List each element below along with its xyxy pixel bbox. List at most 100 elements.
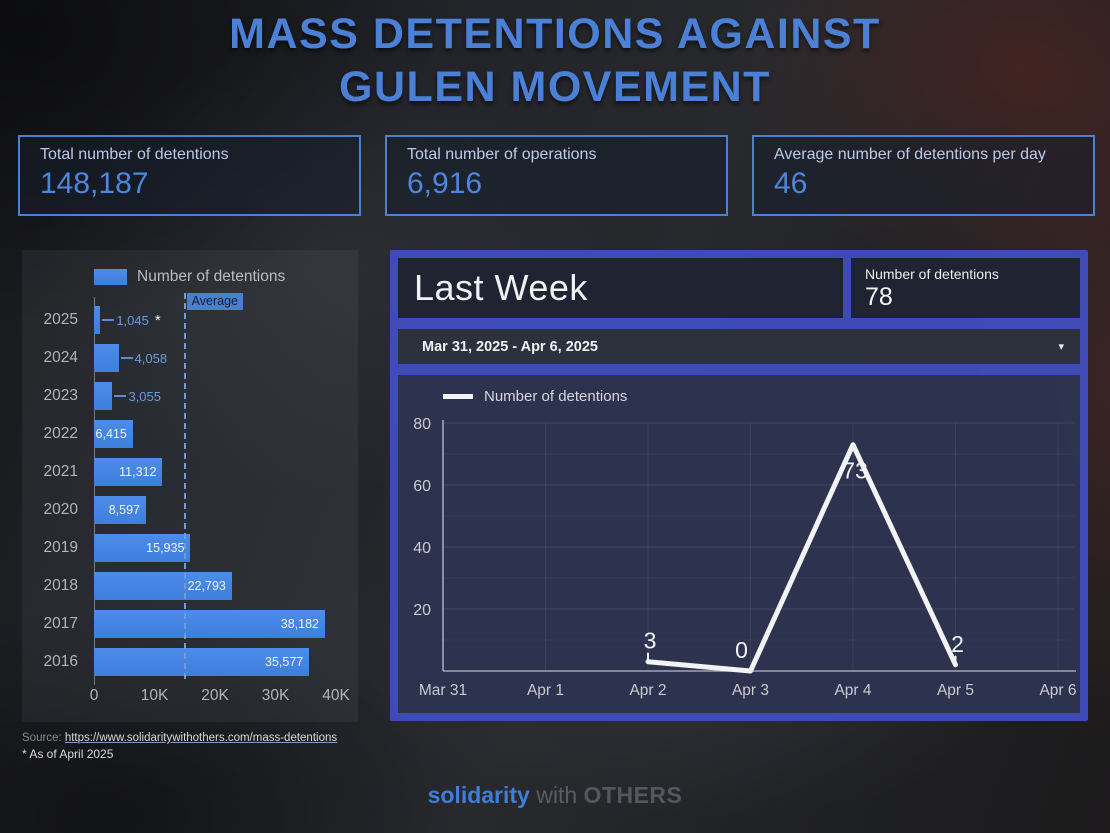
point-value-label: 3 (644, 628, 657, 654)
bar-row-2024: 2024 4,058 (22, 339, 336, 377)
asterisk-note: * As of April 2025 (22, 747, 114, 761)
x-tick-label: 10K (140, 687, 169, 704)
date-range-dropdown[interactable]: Mar 31, 2025 - Apr 6, 2025 ▾ (398, 329, 1080, 364)
point-value-label: 0 (735, 637, 748, 663)
x-tick-label: 30K (261, 687, 290, 704)
stat-card-total-detentions: Total number of detentions 148,187 (18, 135, 361, 216)
label-leader-line (102, 319, 115, 321)
y-tick-label: 80 (413, 416, 431, 433)
stats-row: Total number of detentions 148,187 Total… (18, 135, 1095, 216)
stat-value: 46 (774, 167, 808, 200)
bar-row-2017: 2017 38,182 (22, 605, 336, 643)
bar-chart-plot: 2025 1,045 * 2024 4,058 2023 3,055 2022 6,415 202… (22, 293, 336, 685)
bar-2016: 35,577 (94, 648, 310, 676)
point-value-label: 2 (951, 631, 964, 657)
chevron-down-icon: ▾ (1058, 341, 1064, 353)
bar-value-label: 38,182 (280, 617, 319, 631)
stat-value: 6,916 (407, 167, 483, 200)
metric-value: 78 (865, 283, 893, 311)
brand-secondary: OTHERS (583, 782, 683, 808)
x-tick-label: 40K (322, 687, 350, 704)
label-leader-line (120, 357, 133, 359)
year-label: 2025 (43, 311, 78, 328)
bar-2024 (94, 344, 119, 372)
point-value-label: 73 (842, 458, 868, 484)
source-link[interactable]: https://www.solidaritywithothers.com/mas… (64, 732, 338, 744)
year-label: 2021 (43, 463, 78, 480)
page-title-line2: GULEN MOVEMENT (339, 63, 771, 111)
bar-2022: 6,415 (94, 420, 133, 448)
brand-footer: solidarity with OTHERS (0, 782, 1110, 809)
bar-value-label: 22,793 (187, 579, 226, 593)
y-tick-label: 40 (413, 540, 431, 557)
bar-row-2021: 2021 11,312 (22, 453, 336, 491)
stat-value: 148,187 (40, 167, 149, 200)
bar-chart-x-axis: 0 10K 20K 30K 40K (90, 687, 350, 707)
stat-card-total-operations: Total number of operations 6,916 (385, 135, 728, 216)
line-chart-legend: Number of detentions (443, 388, 627, 405)
bar-row-2020: 2020 8,597 (22, 491, 336, 529)
bar-2019: 15,935 (94, 534, 191, 562)
source-prefix: Source: (22, 732, 62, 744)
average-line-badge: Average (186, 293, 243, 310)
bar-row-2016: 2016 35,577 (22, 643, 336, 681)
page-title: MASS DETENTIONS AGAINST GULEN MOVEMENT (0, 8, 1110, 114)
date-range-value: Mar 31, 2025 - Apr 6, 2025 (422, 338, 598, 355)
bar-value-label: 11,312 (119, 465, 157, 479)
year-label: 2018 (43, 577, 78, 594)
detentions-line (645, 442, 958, 674)
legend-label: Number of detentions (137, 268, 286, 285)
x-tick-label: Mar 31 (419, 682, 467, 699)
x-tick-label: Apr 2 (629, 682, 666, 699)
bar-chart-legend: Number of detentions (94, 268, 358, 286)
bar-2020: 8,597 (94, 496, 146, 524)
last-week-header: Last Week Number of detentions 78 (398, 258, 1080, 318)
bar-row-2022: 2022 6,415 (22, 415, 336, 453)
bar-value-label: 35,577 (265, 655, 304, 669)
year-label: 2017 (43, 615, 78, 632)
bar-2018: 22,793 (94, 572, 232, 600)
stat-card-average-per-day: Average number of detentions per day 46 (752, 135, 1095, 216)
legend-label: Number of detentions (484, 388, 628, 405)
source-note: Source: https://www.solidaritywithothers… (22, 731, 337, 762)
x-tick-label: Apr 6 (1039, 682, 1076, 699)
stat-label: Total number of operations (407, 146, 597, 163)
brand-mid: with (536, 782, 578, 808)
bar-value-label: 1,045 * (102, 306, 161, 334)
year-label: 2016 (43, 653, 78, 670)
bar-row-2018: 2018 22,793 (22, 567, 336, 605)
year-label: 2019 (43, 539, 78, 556)
x-tick-label: 0 (89, 687, 99, 704)
y-tick-label: 60 (413, 478, 431, 495)
year-label: 2022 (43, 425, 78, 442)
bar-2021: 11,312 (94, 458, 163, 486)
last-week-title: Last Week (398, 258, 843, 318)
metric-label: Number of detentions (865, 266, 999, 282)
y-tick-label: 20 (413, 602, 431, 619)
last-week-line-chart: Number of detentions 20 40 60 80 Mar 31 Apr 1… (398, 375, 1080, 713)
year-label: 2024 (43, 349, 78, 366)
bar-chart-y-axis-line (94, 297, 95, 685)
bar-value-label: 8,597 (108, 503, 140, 517)
bar-row-2025: 2025 1,045 * (22, 301, 336, 339)
year-label: 2023 (43, 387, 78, 404)
page-title-line1: MASS DETENTIONS AGAINST (229, 10, 881, 58)
legend-swatch-icon (94, 269, 127, 285)
label-leader-line (114, 395, 127, 397)
yearly-bar-chart-panel: Number of detentions 2025 1,045 * 2024 4,058… (22, 250, 358, 722)
brand-primary: solidarity (427, 782, 530, 808)
x-tick-label: Apr 1 (527, 682, 564, 699)
x-tick-label: 20K (201, 687, 229, 704)
bar-value-label: 3,055 (114, 382, 161, 410)
bar-2017: 38,182 (94, 610, 325, 638)
year-label: 2020 (43, 501, 78, 518)
bar-value-label: 4,058 (120, 344, 167, 372)
last-week-panel: Last Week Number of detentions 78 Mar 31… (390, 250, 1088, 721)
bar-2025 (94, 306, 101, 334)
last-week-metric: Number of detentions 78 (851, 258, 1080, 318)
x-tick-label: Apr 5 (937, 682, 974, 699)
average-reference-line (183, 293, 186, 679)
bar-2023 (94, 382, 113, 410)
x-tick-label: Apr 4 (834, 682, 871, 699)
